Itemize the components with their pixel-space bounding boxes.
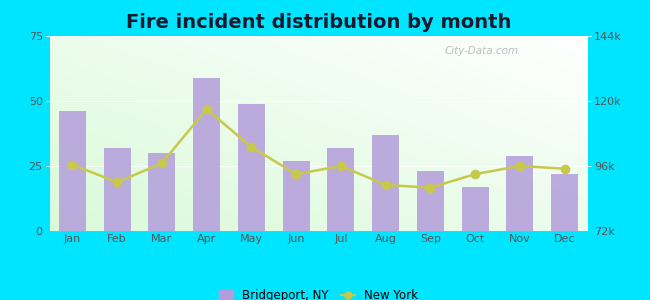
Bar (193, 78, 220, 231)
Bar (417, 171, 444, 231)
Legend: Bridgeport, NY, New York: Bridgeport, NY, New York (214, 285, 423, 300)
Bar (462, 187, 489, 231)
Text: City-Data.com: City-Data.com (444, 46, 518, 56)
Bar (506, 156, 533, 231)
Bar (104, 148, 131, 231)
Title: Fire incident distribution by month: Fire incident distribution by month (126, 13, 511, 32)
Bar (328, 148, 354, 231)
Bar (551, 174, 578, 231)
Bar (59, 111, 86, 231)
Bar (283, 161, 309, 231)
Bar (238, 103, 265, 231)
Bar (372, 135, 399, 231)
Bar (148, 153, 176, 231)
